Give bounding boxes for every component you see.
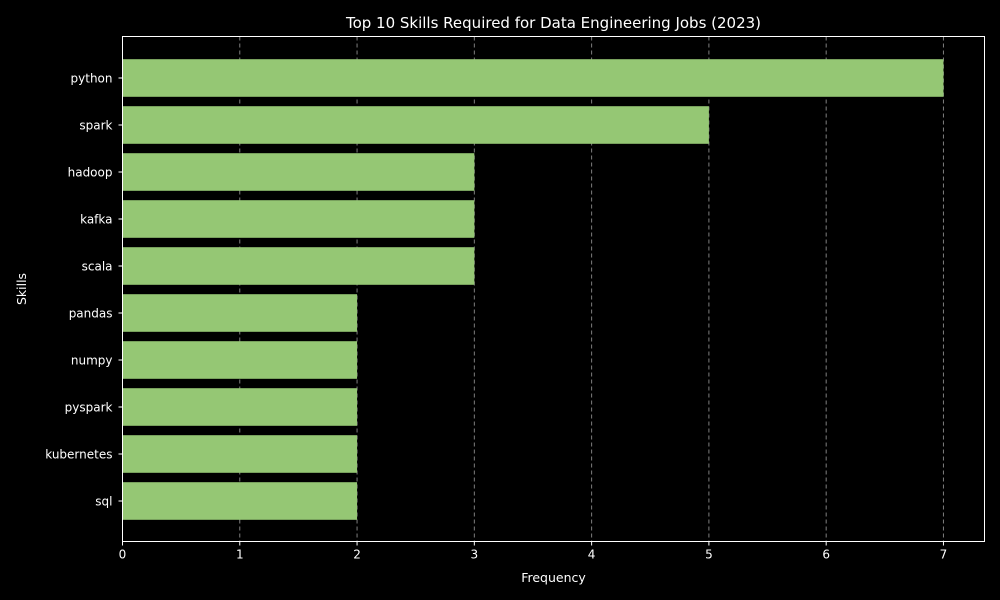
y-tick-label: pandas <box>69 307 113 321</box>
bar-pyspark <box>122 388 358 426</box>
x-axis-label: Frequency <box>521 570 586 585</box>
x-tick-label: 5 <box>705 548 713 562</box>
x-tick-label: 4 <box>588 548 596 562</box>
x-tick-label: 3 <box>471 548 479 562</box>
x-tick-label: 1 <box>236 548 244 562</box>
bar-scala <box>122 247 475 285</box>
x-tick-label: 7 <box>940 548 948 562</box>
y-axis-label: Skills <box>14 273 29 305</box>
bar-hadoop <box>122 153 475 191</box>
bar-kafka <box>122 200 475 238</box>
x-tick-label: 6 <box>822 548 830 562</box>
x-tick-label: 2 <box>353 548 361 562</box>
y-axis-ticks: python spark hadoop kafka scala pandas numpy py… <box>45 72 123 509</box>
y-tick-label: scala <box>82 260 113 274</box>
bar-python <box>122 59 944 97</box>
y-tick-label: kafka <box>80 213 112 227</box>
y-tick-label: spark <box>79 119 112 133</box>
y-tick-label: hadoop <box>68 166 113 180</box>
bars <box>122 59 944 520</box>
y-tick-label: python <box>71 72 113 86</box>
y-tick-label: numpy <box>71 354 113 368</box>
plot-frame <box>122 36 985 542</box>
y-tick-label: kubernetes <box>45 448 112 462</box>
x-axis-ticks: 0 1 2 3 4 5 6 7 <box>119 541 948 562</box>
bar-spark <box>122 106 709 144</box>
bar-sql <box>122 482 358 520</box>
y-tick-label: pyspark <box>65 401 113 415</box>
bar-numpy <box>122 341 358 379</box>
bar-pandas <box>122 294 358 332</box>
x-tick-label: 0 <box>119 548 127 562</box>
bar-kubernetes <box>122 435 358 473</box>
y-tick-label: sql <box>95 495 112 509</box>
chart-title: Top 10 Skills Required for Data Engineer… <box>345 14 761 32</box>
